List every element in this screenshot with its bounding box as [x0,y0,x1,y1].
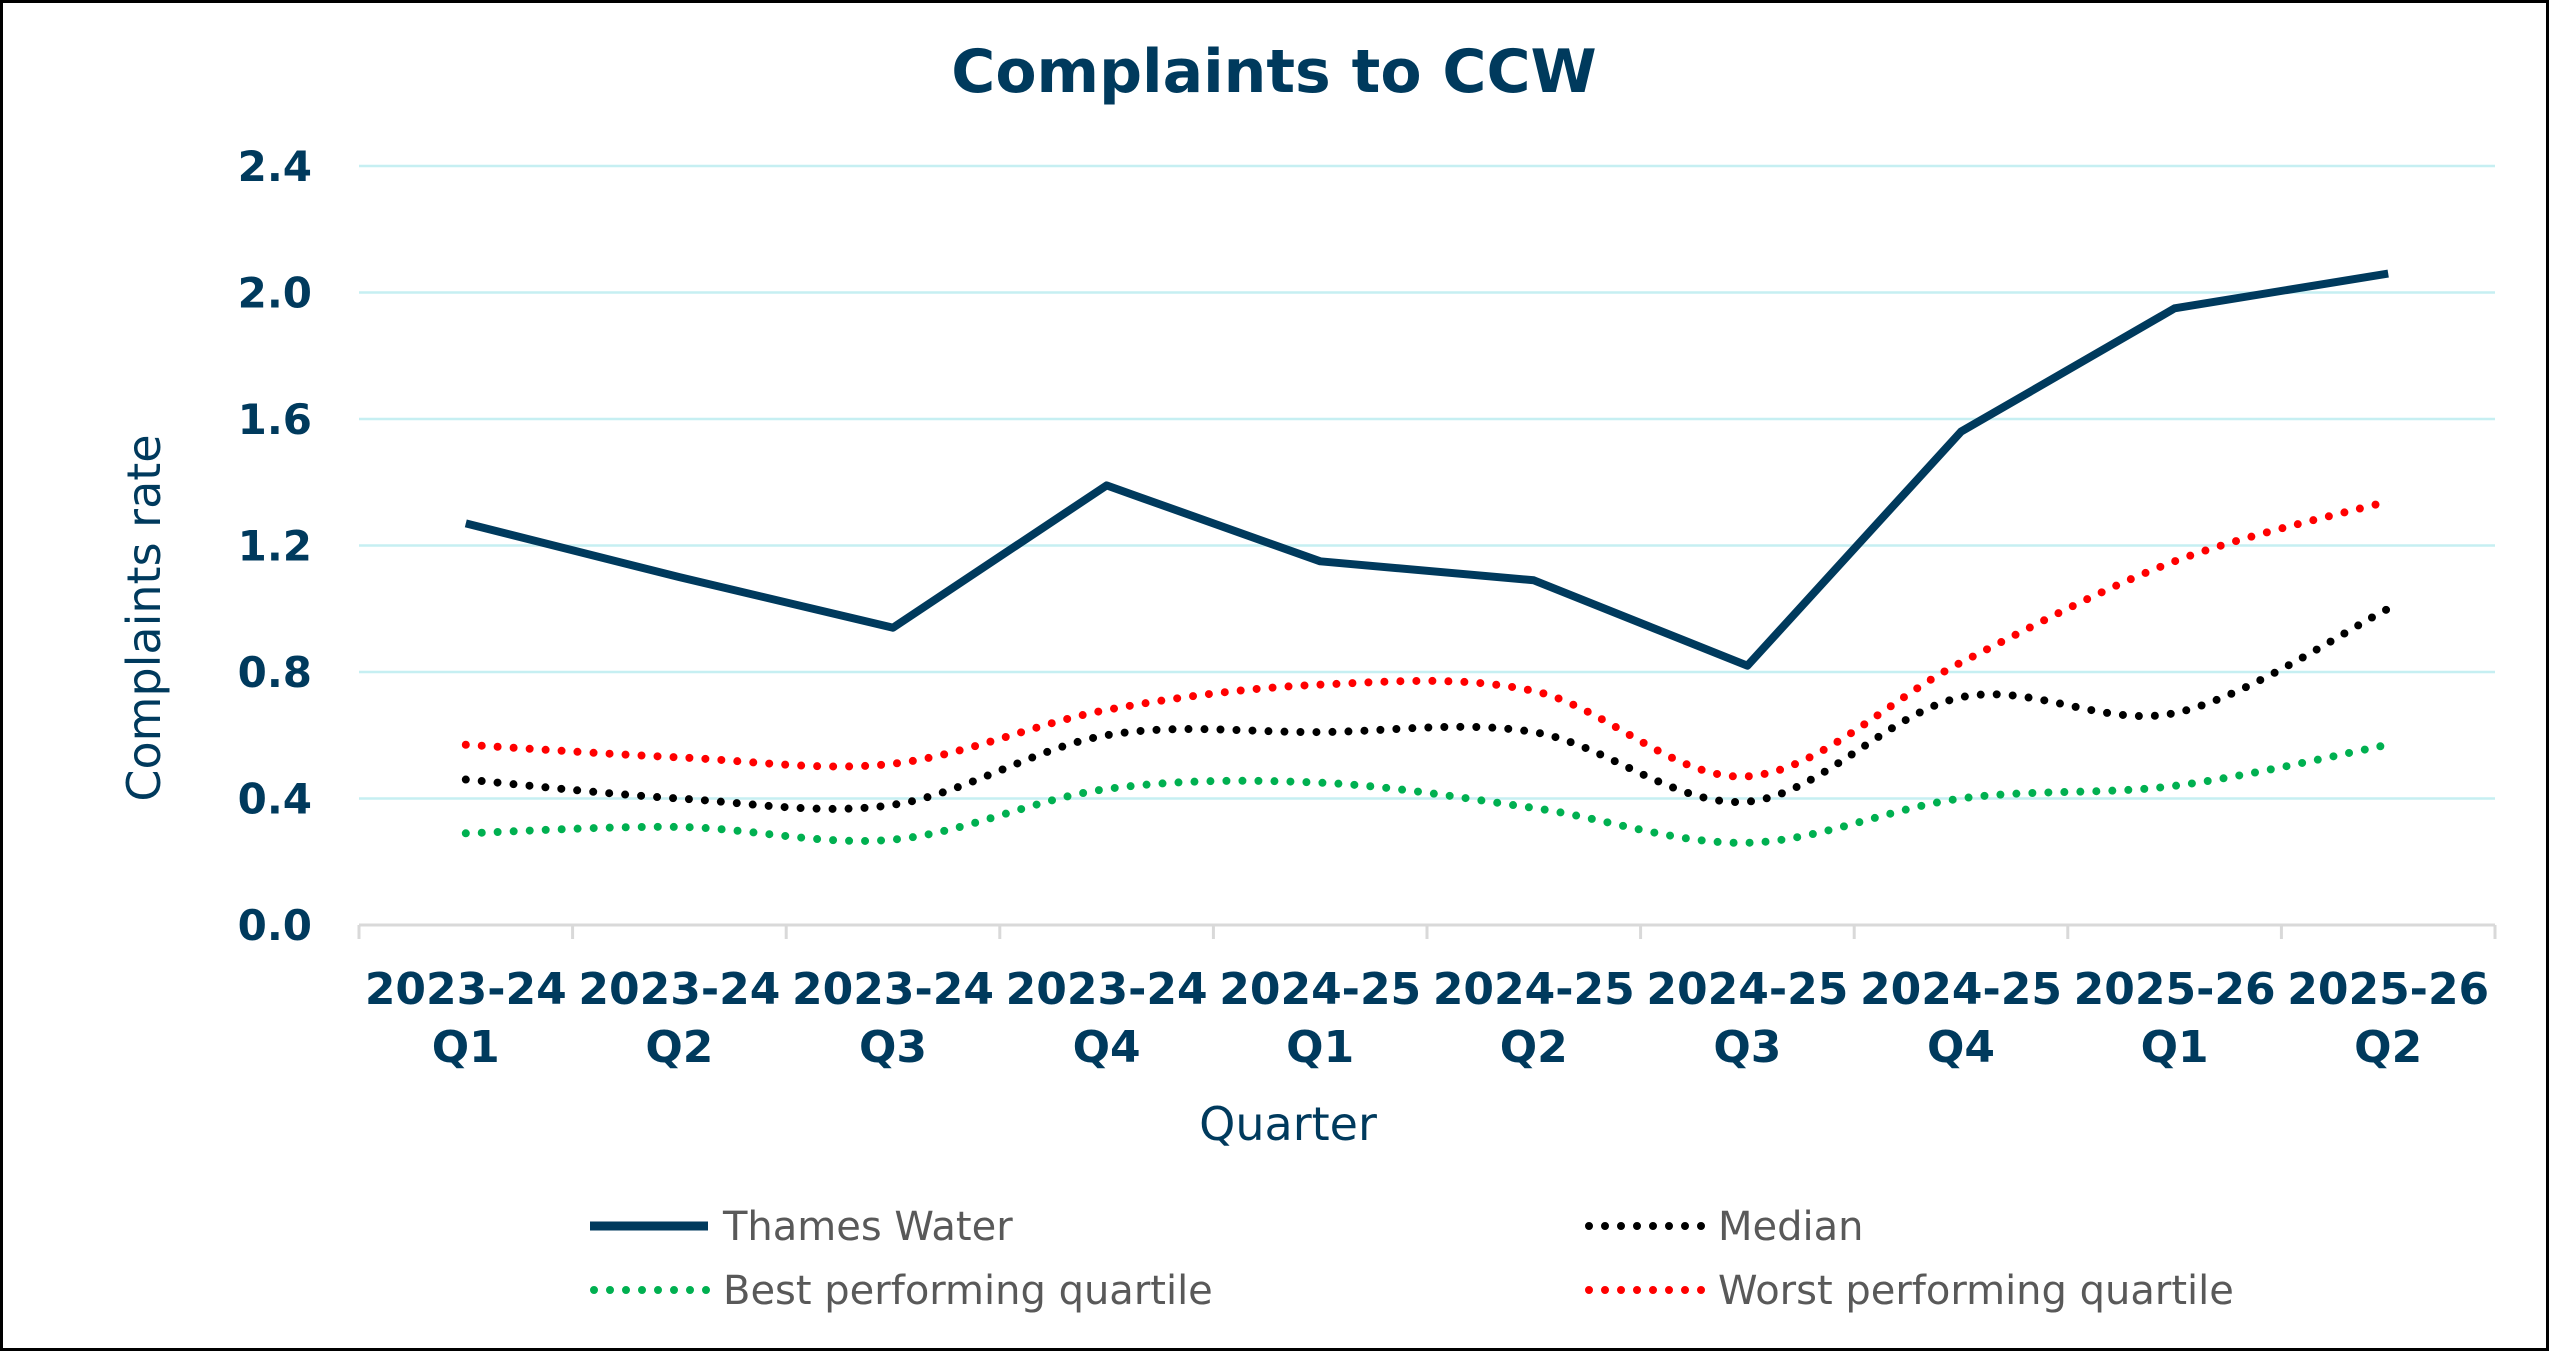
series-median [466,609,2389,809]
legend-item: Best performing quartile [594,1268,1213,1314]
x-tick-label: Q3 [1713,1022,1781,1073]
x-tick-label: 2024-25 [1219,964,1421,1015]
y-axis-label: Complaints rate [117,434,171,801]
y-tick-label: 0.8 [238,648,312,697]
x-tick-label: 2025-26 [2287,964,2489,1015]
x-tick-label: Q1 [432,1022,500,1073]
legend-item: Median [1589,1204,1864,1250]
x-tick-label: 2025-26 [2074,964,2276,1015]
x-tick-label: Q1 [1286,1022,1354,1073]
x-tick-label: 2024-25 [1433,964,1635,1015]
x-axis-label: Quarter [1199,1097,1377,1151]
x-tick-label: 2024-25 [1646,964,1848,1015]
x-tick-label: 2023-24 [792,964,994,1015]
series-worst-performing-quartile [466,501,2389,776]
x-tick-label: 2024-25 [1860,964,2062,1015]
y-tick-label: 0.4 [238,775,312,824]
legend-label: Best performing quartile [723,1268,1213,1314]
y-tick-label: 0.0 [238,901,312,950]
legend-label: Median [1718,1204,1864,1250]
chart-svg: Complaints to CCW Complaints rate Quarte… [3,3,2546,1348]
series-line [466,501,2388,776]
x-tick-label: Q4 [1927,1022,1995,1073]
legend-item: Worst performing quartile [1589,1268,2234,1314]
y-tick-label: 1.2 [238,522,312,571]
x-tick-label: Q1 [2141,1022,2209,1073]
x-tick-label: 2023-24 [578,964,780,1015]
legend-item: Thames Water [590,1204,1013,1250]
legend-label: Worst performing quartile [1718,1268,2234,1314]
x-tick-label: Q3 [859,1022,927,1073]
y-tick-label: 1.6 [238,395,312,444]
series-thames-water [466,273,2389,665]
legend-label: Thames Water [722,1204,1013,1250]
chart-title: Complaints to CCW [951,37,1596,107]
x-tick-label: Q2 [645,1022,713,1073]
x-tick-label: 2023-24 [1006,964,1208,1015]
x-tick-label: 2023-24 [365,964,567,1015]
y-tick-label: 2.0 [238,269,312,318]
series-line [466,274,2388,666]
y-tick-label: 2.4 [238,142,312,191]
x-tick-label: Q4 [1073,1022,1141,1073]
x-tick-label: Q2 [2354,1022,2422,1073]
series-line [466,609,2388,809]
x-tick-label: Q2 [1500,1022,1568,1073]
